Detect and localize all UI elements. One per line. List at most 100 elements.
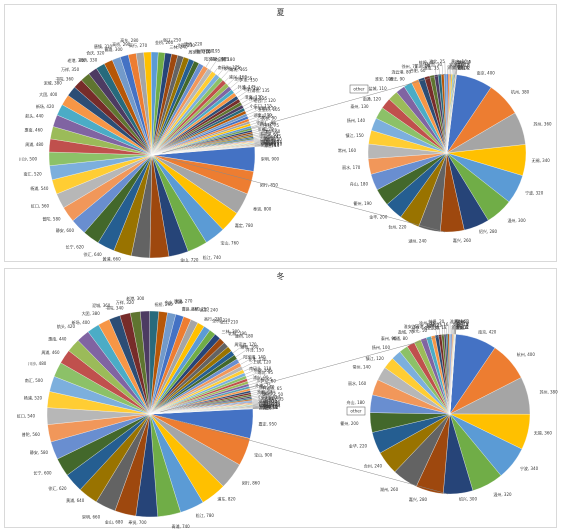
main-pie-slice-label: 老港, 340 — [67, 57, 86, 63]
main-pie-leader-line — [252, 130, 262, 133]
main-pie-slice-label: 新场, 420 — [36, 103, 55, 109]
secondary-pie-slice-label: 合肥, 30 — [424, 325, 440, 331]
main-pie-slice-label: 金杨, 155 — [234, 75, 253, 81]
secondary-pie-slice-label: 舟山, 180 — [347, 399, 366, 405]
main-pie-leader-line — [246, 110, 259, 116]
secondary-pie-slice-label: 宿州, 3 — [456, 318, 470, 324]
secondary-pie-leader-line — [441, 325, 443, 335]
main-pie-slice-label: 黄浦, 660 — [102, 255, 121, 261]
main-pie-slice-label: 虹桥, 26 — [263, 138, 279, 144]
secondary-pie-slice-label: 六安, 2 — [456, 324, 470, 330]
secondary-pie-slice-label: 无锡, 360 — [534, 429, 553, 435]
main-pie-slice-label: 浦东, 820 — [217, 496, 236, 502]
other-callout-label: other — [350, 409, 361, 414]
main-pie-leader-line — [227, 78, 235, 86]
main-pie-leader-line — [250, 387, 259, 390]
main-pie-slice-label: 川沙, 500 — [19, 156, 38, 161]
main-pie-leader-line — [247, 115, 254, 118]
main-pie-slice-label: 花木, 185 — [211, 56, 230, 62]
secondary-pie-slice-label: 扬州, 140 — [347, 117, 366, 123]
secondary-pie-slice-label: 丽水, 160 — [348, 380, 367, 386]
main-pie-slice-label: 江川, 8 — [265, 404, 279, 410]
main-pie-slice-label: 打浦桥, 135 — [247, 87, 270, 93]
main-pie-leader-line — [247, 377, 253, 381]
secondary-pie-slice-label: 温州, 300 — [507, 217, 526, 223]
main-pie-leader-line — [250, 388, 263, 392]
main-pie-slice-label: 周家渡, 170 — [234, 341, 257, 347]
main-pie-leader-line — [252, 401, 262, 404]
main-pie-labels: 崇明, 900 闵行, 850 奉贤, 800 嘉定, 780 宝山, 760 松江, 7… — [19, 37, 283, 263]
main-pie-slice-label: 周浦, 480 — [25, 141, 44, 147]
secondary-pie-slice-label: 台州, 240 — [364, 463, 383, 469]
main-pie-slice-label: 塘桥, 200 — [195, 48, 214, 54]
main-pie-slice-label: 外滩, 75 — [255, 382, 271, 388]
pie-of-pie-connector — [162, 156, 446, 233]
secondary-pie-slice-label: 黄山, 16 — [451, 58, 467, 64]
secondary-pie-slice-label: 泰州, 90 — [381, 335, 397, 341]
main-pie-leader-line — [249, 385, 256, 388]
main-pie-slice-label: 曹路, 300 — [104, 46, 123, 52]
main-pie-slice-label: 张江, 250 — [163, 37, 182, 43]
main-pie-leader-line — [245, 108, 254, 113]
secondary-pie-slice-label: 马鞍山, 16 — [429, 321, 449, 327]
main-pie-leader-line — [252, 131, 265, 135]
main-pie-leader-line — [254, 144, 267, 146]
secondary-pie-slice-label: 宁波, 340 — [520, 465, 539, 471]
secondary-pie-slice-label: 南京, 420 — [478, 329, 497, 335]
main-pie-slice-label: 东明, 100 — [253, 367, 272, 373]
main-pie-leader-line — [246, 372, 258, 378]
main-pie-slice-label: 泥城, 380 — [44, 80, 63, 86]
main-pie-leader-line — [251, 393, 261, 396]
main-pie-slice-label: 徐家汇, 24 — [259, 400, 279, 406]
main-pie-leader-line — [232, 347, 241, 354]
main-pie-slice-label: 枫林, 26 — [264, 399, 280, 405]
main-pie-slice-label: 塘桥, 160 — [240, 344, 259, 350]
main-pie-leader-line — [253, 139, 263, 142]
main-pie-slice-label: 高桥, 290 — [112, 41, 131, 47]
main-pie-leader-line — [248, 116, 258, 121]
main-pie-slice-label: 金桥, 260 — [155, 39, 174, 45]
main-pie-slice-label: 川沙, 480 — [28, 361, 47, 366]
main-pie-leader-line — [254, 145, 264, 147]
secondary-pie-slice-label: 安庆, 10 — [453, 321, 469, 327]
main-pie-leader-line — [248, 381, 261, 386]
main-pie-slice-label: 半淞园, 110 — [254, 104, 277, 110]
main-pie-slice-label: 陆家嘴, 140 — [243, 354, 266, 360]
pie-of-pie-connector — [160, 333, 449, 413]
main-pie-leader-line — [244, 370, 254, 375]
main-pie-leader-line — [252, 401, 259, 403]
main-pie-leader-line — [254, 143, 261, 145]
main-pie-slice-label: 淮海, 60 — [257, 388, 273, 394]
secondary-pie-slice-label: 苏州, 380 — [539, 389, 558, 395]
main-pie-slice-label: 潍坊, 95 — [257, 369, 273, 375]
main-pie-slice-label: 金桥, 220 — [212, 317, 231, 323]
main-pie-slice-label: 漕河泾, 55 — [259, 131, 279, 137]
main-pie-slice-label: 老港, 300 — [126, 295, 145, 301]
main-pie-slice-label: 航头, 440 — [25, 113, 44, 119]
main-pie-slice-label: 古美, 6 — [259, 404, 273, 410]
main-pie-slice-label: 北蔡, 230 — [177, 42, 196, 48]
secondary-pie-slice-label: 南通, 120 — [363, 96, 382, 102]
main-pie-slice-label: 华漕, 20 — [263, 140, 279, 146]
main-pie-slice-label: 三林, 200 — [222, 328, 241, 334]
secondary-pie-slice-label: 常州, 160 — [338, 147, 357, 153]
secondary-pie-slices — [367, 73, 527, 233]
main-pie-slice-label: 新虹, 35 — [263, 136, 279, 142]
secondary-pie-slice-label: 湖州, 260 — [380, 486, 399, 492]
main-pie-slice-label: 奉贤, 800 — [253, 206, 272, 212]
secondary-pie-slice-label: 芜湖, 25 — [426, 321, 442, 327]
main-pie-slice-label: 华泾, 10 — [262, 404, 278, 410]
main-pie-slice-label: 漕河泾, 12 — [259, 404, 279, 410]
main-pie-slice-label: 徐汇, 620 — [48, 485, 67, 491]
main-pie-slice-label: 小东门, 115 — [250, 103, 273, 109]
main-pie-slice-label: 淮海, 130 — [245, 93, 264, 99]
main-pie-slice-label: 嘉定, 950 — [259, 420, 278, 426]
secondary-pie-slice-label: 亳州, 2 — [456, 321, 470, 327]
secondary-pie-labels: 南京, 400 杭州, 380 苏州, 360 无锡, 340 宁波, 320 温州, 3… — [338, 58, 552, 244]
main-pie-slice-label: 豫园, 125 — [249, 95, 268, 101]
main-pie-slice-label: 惠南, 440 — [48, 335, 67, 341]
secondary-pie-labels: 南京, 420 杭州, 400 苏州, 380 无锡, 360 宁波, 340 温州, 3… — [340, 318, 558, 502]
chart-panel-bottom: 冬 嘉定, 950 宝山, 900 闵行, 860 浦东, 820 松江, 780 青浦,… — [4, 268, 558, 529]
secondary-pie-slice-label: 镇江, 120 — [366, 355, 385, 361]
main-pie-leader-line — [251, 397, 258, 399]
